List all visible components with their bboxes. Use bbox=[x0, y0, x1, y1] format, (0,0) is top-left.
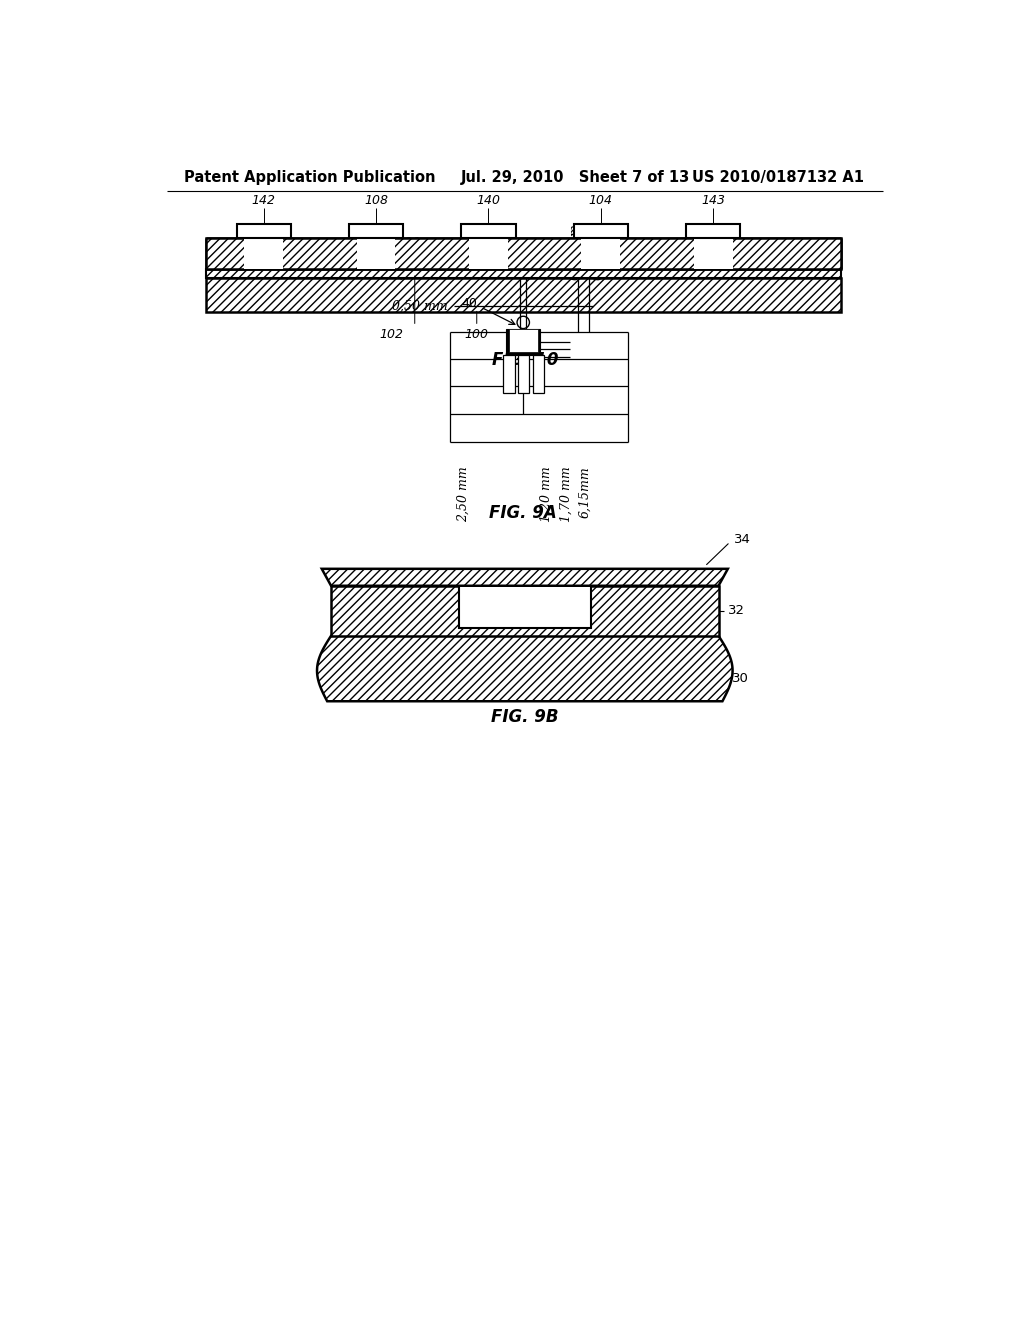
Text: 0,25 mm: 0,25 mm bbox=[568, 224, 582, 280]
Text: 30: 30 bbox=[732, 672, 749, 685]
Bar bbox=[245, 238, 283, 269]
Bar bbox=[206, 238, 841, 268]
Bar bbox=[518, 355, 529, 393]
Text: 40: 40 bbox=[461, 297, 477, 310]
Text: 1,00 mm: 1,00 mm bbox=[391, 268, 447, 280]
Bar bbox=[693, 238, 732, 269]
Bar bbox=[331, 586, 719, 636]
Text: 0,50 mm: 0,50 mm bbox=[391, 300, 447, 313]
Text: FIG. 10: FIG. 10 bbox=[492, 351, 558, 368]
Text: 140: 140 bbox=[476, 194, 501, 207]
Text: 1,70 mm: 1,70 mm bbox=[559, 466, 572, 523]
Text: 108: 108 bbox=[364, 194, 388, 207]
Bar bbox=[506, 329, 541, 355]
Bar bbox=[532, 355, 544, 393]
Text: 2,50 mm: 2,50 mm bbox=[457, 466, 470, 523]
Text: 1,20 mm: 1,20 mm bbox=[540, 466, 553, 523]
Polygon shape bbox=[317, 636, 732, 701]
Bar bbox=[509, 330, 538, 352]
Bar bbox=[461, 224, 515, 238]
Text: FIG. 9A: FIG. 9A bbox=[489, 504, 557, 521]
Bar bbox=[459, 576, 591, 628]
Bar bbox=[573, 224, 628, 238]
Text: 102: 102 bbox=[380, 327, 403, 341]
Text: 32: 32 bbox=[728, 605, 744, 618]
Bar bbox=[469, 238, 508, 269]
Text: US 2010/0187132 A1: US 2010/0187132 A1 bbox=[692, 170, 864, 185]
Text: 142: 142 bbox=[252, 194, 275, 207]
Text: Jul. 29, 2010   Sheet 7 of 13: Jul. 29, 2010 Sheet 7 of 13 bbox=[461, 170, 690, 185]
Text: 34: 34 bbox=[734, 533, 751, 546]
Text: FIG. 9B: FIG. 9B bbox=[492, 708, 558, 726]
Bar bbox=[686, 224, 740, 238]
Text: 100: 100 bbox=[465, 327, 488, 341]
Bar bbox=[356, 238, 395, 269]
Text: 0,50 mm: 0,50 mm bbox=[592, 224, 605, 280]
Bar bbox=[349, 224, 403, 238]
Text: 143: 143 bbox=[701, 194, 725, 207]
Text: 6,15mm: 6,15mm bbox=[579, 466, 592, 519]
Text: 104: 104 bbox=[589, 194, 612, 207]
Bar bbox=[582, 238, 621, 269]
Bar bbox=[237, 224, 291, 238]
Text: Patent Application Publication: Patent Application Publication bbox=[183, 170, 435, 185]
Bar bbox=[206, 277, 841, 313]
Text: 5,00 mm: 5,00 mm bbox=[391, 236, 447, 249]
Bar bbox=[206, 268, 841, 277]
Bar bbox=[503, 355, 515, 393]
Polygon shape bbox=[322, 569, 728, 586]
